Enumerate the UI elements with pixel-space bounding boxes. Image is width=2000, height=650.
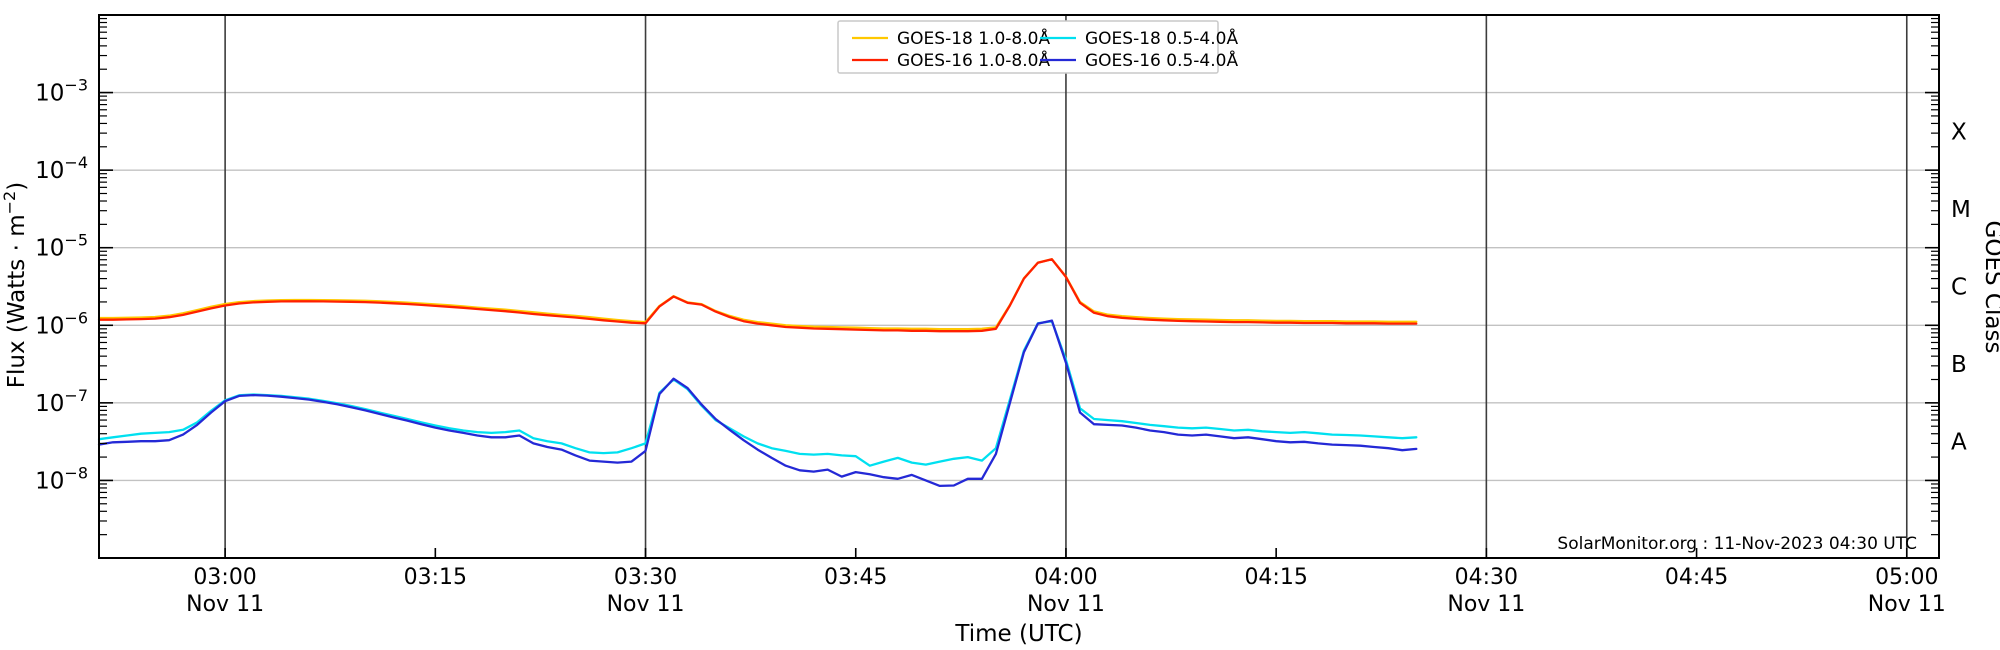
x-tick-label: 04:00 <box>1034 565 1097 590</box>
y-axis-label: Flux (Watts · m−2) <box>0 182 30 388</box>
goes-class-label: B <box>1951 352 1967 378</box>
x-tick-label: 03:45 <box>824 565 887 590</box>
series-line-goes-18-0-5-4-0- <box>97 320 1418 467</box>
legend-item: GOES-18 0.5-4.0Å <box>1040 27 1238 49</box>
y-tick-label: 10−7 <box>35 386 88 417</box>
x-axis-label: Time (UTC) <box>954 621 1082 647</box>
x-date-label: Nov 11 <box>607 592 685 617</box>
legend-item: GOES-16 1.0-8.0Å <box>852 49 1050 71</box>
goes-class-label: A <box>1951 430 1967 456</box>
legend-item: GOES-16 0.5-4.0Å <box>1040 49 1238 71</box>
x-tick-label: 04:15 <box>1244 565 1307 590</box>
x-tick-label: 04:45 <box>1665 565 1728 590</box>
y-tick-label: 10−3 <box>35 76 88 107</box>
watermark: SolarMonitor.org : 11-Nov-2023 04:30 UTC <box>1557 534 1917 554</box>
x-date-label: Nov 11 <box>1027 592 1105 617</box>
y-tick-label: 10−6 <box>35 308 88 339</box>
y-tick-label: 10−8 <box>35 463 88 494</box>
goes-class-label: X <box>1951 119 1967 145</box>
series-line-goes-16-1-0-8-0- <box>97 258 1418 333</box>
goes-class-label: M <box>1951 197 1971 223</box>
x-tick-label: 04:30 <box>1455 565 1518 590</box>
x-tick-label: 03:15 <box>404 565 467 590</box>
axes-layer <box>98 14 1940 559</box>
plot-border <box>98 14 1940 559</box>
x-tick-label: 03:30 <box>614 565 677 590</box>
x-date-label: Nov 11 <box>1868 592 1946 617</box>
series-line-goes-16-0-5-4-0- <box>97 319 1418 488</box>
legend-label: GOES-18 1.0-8.0Å <box>897 27 1050 49</box>
legend-box <box>837 20 1219 74</box>
x-date-label: Nov 11 <box>1447 592 1525 617</box>
grid-layer <box>99 15 1939 558</box>
goes-class-label: C <box>1951 275 1967 301</box>
legend-label: GOES-16 1.0-8.0Å <box>897 49 1050 71</box>
legend-item: GOES-18 1.0-8.0Å <box>852 27 1050 49</box>
y-tick-label: 10−5 <box>35 231 88 262</box>
x-date-label: Nov 11 <box>186 592 264 617</box>
y-tick-label: 10−4 <box>35 153 88 184</box>
legend-label: GOES-18 0.5-4.0Å <box>1085 27 1238 49</box>
legend-label: GOES-16 0.5-4.0Å <box>1085 49 1238 71</box>
x-tick-label: 05:00 <box>1875 565 1938 590</box>
series-layer <box>97 258 1418 488</box>
x-tick-label: 03:00 <box>193 565 256 590</box>
series-line-goes-18-1-0-8-0- <box>97 258 1418 331</box>
right-axis-label: GOES Class <box>1980 221 2000 354</box>
